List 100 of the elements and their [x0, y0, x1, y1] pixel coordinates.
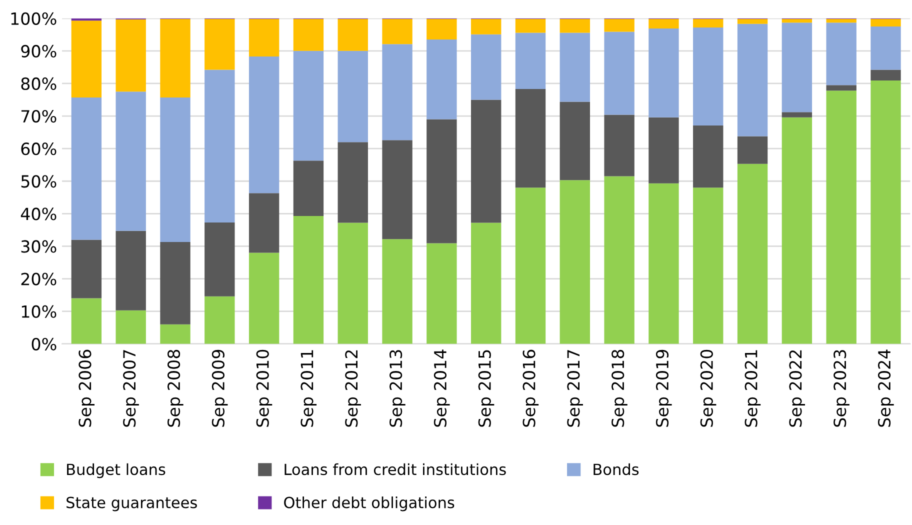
bar: [604, 19, 634, 32]
y-tick-label: 80%: [21, 77, 56, 90]
bar: [737, 136, 768, 164]
y-tick-label: 100%: [11, 12, 56, 25]
bar: [560, 32, 590, 102]
bar: [782, 19, 812, 23]
bar: [515, 32, 546, 90]
bar: [648, 183, 679, 344]
bar: [604, 32, 634, 115]
bar: [870, 80, 901, 344]
x-tick-label: Sep 2017: [567, 350, 583, 427]
bar: [293, 216, 324, 344]
y-tick-label: 70%: [21, 110, 56, 123]
bar: [248, 19, 280, 56]
y-tick-label: 0%: [32, 338, 56, 350]
bar: [648, 19, 679, 28]
legend-label: Bonds: [594, 463, 639, 476]
x-tick-label: Sep 2009: [212, 350, 228, 427]
x-tick-label: Sep 2006: [78, 350, 95, 427]
bar: [382, 19, 412, 44]
bar: [116, 19, 146, 92]
bar: [382, 140, 412, 240]
bar: [71, 20, 102, 98]
bar: [71, 97, 102, 240]
bar: [515, 188, 546, 344]
bar: [426, 119, 457, 244]
bar: [160, 242, 190, 324]
bar: [693, 125, 724, 188]
x-tick-label: Sep 2021: [744, 350, 761, 427]
x-tick-label: Sep 2020: [700, 350, 716, 427]
bar: [382, 44, 412, 140]
bar: [204, 296, 235, 344]
x-tick-label: Sep 2007: [123, 350, 139, 427]
x-tick-label: Sep 2016: [522, 350, 539, 427]
y-tick-label: 60%: [21, 142, 56, 156]
bar: [426, 243, 457, 344]
bar: [338, 142, 368, 223]
x-tick-label: Sep 2014: [434, 350, 450, 427]
bar: [737, 24, 768, 136]
bar: [870, 70, 901, 81]
bar: [204, 19, 235, 70]
bar: [870, 26, 901, 70]
bar: [71, 298, 102, 344]
y-tick-label: 20%: [21, 272, 56, 286]
x-tick-label: Sep 2019: [656, 350, 672, 427]
bar: [826, 85, 856, 91]
bar: [648, 28, 679, 118]
legend-label: Loans from credit institutions: [284, 463, 506, 476]
bar: [560, 19, 590, 33]
legend-label: Other debt obligations: [284, 496, 454, 512]
bar: [426, 19, 457, 40]
bar: [293, 50, 324, 161]
bar: [471, 19, 502, 34]
bar: [204, 70, 235, 222]
x-tick-label: Sep 2008: [167, 350, 184, 427]
bar: [248, 56, 280, 194]
bar: [338, 222, 368, 344]
y-tick-label: 50%: [21, 175, 56, 188]
bar: [116, 92, 146, 231]
x-tick-label: Sep 2015: [478, 350, 494, 427]
bar: [160, 324, 190, 344]
legend-label: Budget loans: [67, 463, 166, 478]
bar: [870, 19, 901, 27]
bar: [248, 252, 280, 344]
bar: [471, 34, 502, 100]
bar: [826, 19, 856, 23]
x-tick-label: Sep 2022: [789, 350, 806, 427]
y-tick-label: 90%: [21, 44, 56, 58]
y-tick-label: 10%: [22, 305, 56, 318]
bar: [116, 230, 146, 310]
bar: [782, 22, 812, 112]
bar: [737, 164, 768, 344]
bar: [160, 97, 190, 242]
x-tick-label: Sep 2013: [390, 350, 406, 427]
bar: [693, 27, 724, 126]
bar: [338, 19, 368, 51]
bar: [826, 22, 856, 86]
bar: [204, 222, 235, 296]
bar: [293, 160, 324, 216]
x-tick-label: Sep 2011: [300, 350, 317, 427]
x-tick-label: Sep 2012: [345, 350, 361, 427]
x-tick-label: Sep 2018: [612, 350, 628, 427]
bar: [560, 180, 590, 344]
bar: [515, 89, 546, 188]
y-tick-label: 40%: [20, 208, 56, 220]
bar: [293, 19, 324, 51]
bar: [248, 193, 280, 253]
bar: [160, 19, 190, 98]
x-tick-label: Sep 2023: [834, 350, 850, 427]
bar: [648, 117, 679, 184]
bar: [426, 40, 457, 120]
bar: [471, 222, 502, 344]
y-tick-label: 30%: [21, 240, 56, 253]
bar: [560, 102, 590, 180]
bar: [737, 19, 768, 24]
bar: [116, 310, 146, 344]
bar: [71, 240, 102, 298]
bar: [826, 90, 856, 344]
bar: [471, 100, 502, 223]
bar: [604, 176, 634, 344]
